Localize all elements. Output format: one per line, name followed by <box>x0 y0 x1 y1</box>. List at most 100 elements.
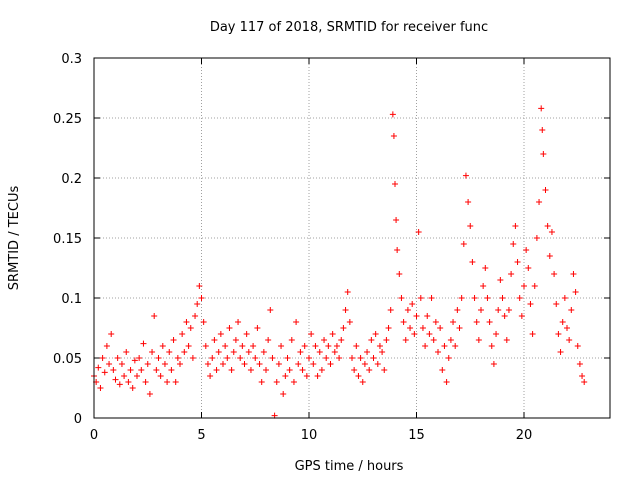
data-point <box>467 223 474 229</box>
data-point <box>185 343 192 349</box>
y-tick-label: 0.3 <box>61 52 82 67</box>
data-point <box>539 127 546 133</box>
data-point <box>194 301 201 307</box>
y-tick-label: 0.15 <box>53 232 82 247</box>
data-point <box>570 271 577 277</box>
data-point <box>361 361 368 367</box>
data-point <box>351 367 358 373</box>
data-point <box>499 295 506 301</box>
data-point <box>572 289 579 295</box>
data-point <box>490 361 497 367</box>
data-point <box>430 337 437 343</box>
data-point <box>181 349 188 355</box>
y-axis-label: SRMTID / TECUs <box>7 186 22 291</box>
data-point <box>531 283 538 289</box>
data-point <box>486 319 493 325</box>
data-point <box>555 331 562 337</box>
data-point <box>151 313 158 319</box>
data-point <box>125 379 132 385</box>
data-point <box>559 319 566 325</box>
data-point <box>484 295 491 301</box>
data-point <box>290 379 297 385</box>
data-point <box>452 343 459 349</box>
data-point <box>465 199 472 205</box>
data-point <box>338 337 345 343</box>
data-point <box>209 355 216 361</box>
data-point <box>174 355 181 361</box>
data-point <box>331 349 338 355</box>
data-point <box>346 319 353 325</box>
data-point <box>278 343 285 349</box>
data-point <box>387 307 394 313</box>
data-point <box>164 379 171 385</box>
data-point <box>478 307 484 313</box>
data-point <box>220 361 226 367</box>
data-point <box>417 295 424 301</box>
data-point <box>310 361 317 367</box>
data-point <box>551 271 558 277</box>
data-point <box>252 355 259 361</box>
data-point <box>170 337 177 343</box>
data-point <box>114 355 121 361</box>
data-point <box>267 307 274 313</box>
data-point <box>306 355 312 361</box>
x-tick-label: 15 <box>408 428 425 443</box>
data-point <box>568 307 575 313</box>
data-point <box>254 325 261 331</box>
data-point <box>426 331 433 337</box>
data-point <box>99 355 106 361</box>
data-point <box>333 343 340 349</box>
data-point <box>409 301 416 307</box>
data-point <box>103 343 110 349</box>
data-point <box>393 217 400 223</box>
data-point <box>495 307 502 313</box>
data-point <box>286 367 293 373</box>
data-point <box>536 199 543 205</box>
data-point <box>239 343 246 349</box>
data-point <box>357 355 364 361</box>
data-point <box>546 253 553 259</box>
data-point <box>398 295 405 301</box>
data-point <box>232 337 239 343</box>
data-point <box>149 349 156 355</box>
data-point <box>510 241 517 247</box>
data-point <box>538 105 545 112</box>
data-point <box>200 319 207 325</box>
data-point <box>258 379 265 385</box>
data-point <box>318 367 325 373</box>
x-tick-label: 5 <box>197 428 205 443</box>
data-point <box>385 325 392 331</box>
data-point <box>344 289 351 295</box>
data-point <box>404 307 411 313</box>
data-point <box>110 367 117 373</box>
data-point <box>372 331 379 337</box>
data-point <box>497 277 504 283</box>
data-point <box>370 355 377 361</box>
data-point <box>316 349 323 355</box>
data-point <box>374 361 381 367</box>
data-point <box>297 349 304 355</box>
data-point <box>419 325 426 331</box>
data-point <box>447 337 454 343</box>
data-point <box>204 361 211 367</box>
data-point <box>488 343 495 349</box>
data-point <box>260 349 267 355</box>
data-point <box>475 337 482 343</box>
data-point <box>553 301 560 307</box>
data-point <box>211 337 218 343</box>
data-point <box>359 379 366 385</box>
data-point <box>118 361 125 367</box>
x-tick-label: 10 <box>301 428 318 443</box>
data-point <box>189 355 196 361</box>
data-point <box>456 325 463 331</box>
data-point <box>134 373 140 379</box>
data-point <box>505 307 512 313</box>
data-point <box>389 111 396 118</box>
data-point <box>428 295 435 301</box>
data-point <box>101 369 108 376</box>
data-point <box>364 349 371 355</box>
data-point <box>402 337 409 343</box>
data-point <box>95 364 102 371</box>
data-point <box>422 343 429 349</box>
data-point <box>250 343 257 349</box>
